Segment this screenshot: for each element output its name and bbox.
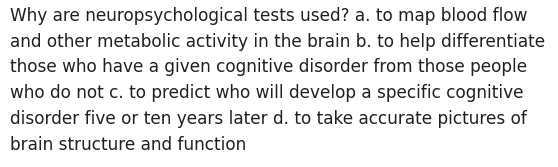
Text: brain structure and function: brain structure and function	[10, 136, 246, 154]
Text: Why are neuropsychological tests used? a. to map blood flow: Why are neuropsychological tests used? a…	[10, 7, 527, 25]
Text: disorder five or ten years later d. to take accurate pictures of: disorder five or ten years later d. to t…	[10, 110, 527, 128]
Text: those who have a given cognitive disorder from those people: those who have a given cognitive disorde…	[10, 58, 527, 76]
Text: and other metabolic activity in the brain b. to help differentiate: and other metabolic activity in the brai…	[10, 33, 545, 51]
Text: who do not c. to predict who will develop a specific cognitive: who do not c. to predict who will develo…	[10, 84, 523, 102]
